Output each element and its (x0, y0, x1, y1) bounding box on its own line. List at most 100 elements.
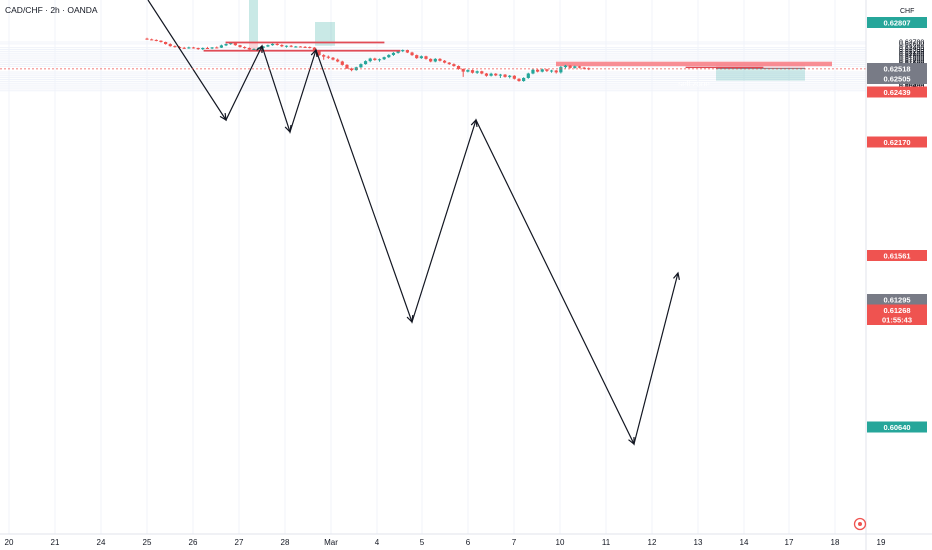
candle-body (456, 66, 461, 69)
highlight-column-green (249, 0, 258, 42)
highlight-column-green-2 (315, 22, 335, 46)
zigzag-arrowhead (310, 48, 318, 58)
candle-body (359, 64, 363, 68)
price-tag-label: 0.62170 (883, 138, 910, 147)
time-tick-label: 25 (143, 538, 152, 547)
price-tag: 0.62518 (867, 63, 927, 74)
chart-overlays-front (0, 0, 866, 446)
candle-body (205, 48, 210, 49)
candle-body (475, 71, 479, 73)
resistance-box-lower (203, 49, 401, 52)
candle-body (289, 45, 293, 47)
candle-body (429, 58, 433, 62)
candle-body (201, 48, 205, 50)
time-tick-label: 4 (375, 538, 380, 547)
price-tag-label: 0.62505 (883, 75, 910, 84)
candle-body (331, 57, 335, 60)
candle-body (484, 73, 489, 76)
zigzag-arrowhead (673, 271, 680, 280)
candle-body (415, 55, 419, 59)
zigzag-arrowhead (406, 314, 414, 324)
price-tick-label: 0.60500 (899, 81, 924, 88)
candle-body (182, 47, 186, 49)
time-tick-label: 26 (189, 538, 198, 547)
candle-body (540, 69, 544, 72)
settings-button[interactable] (853, 517, 867, 531)
price-tag-bg (867, 314, 927, 325)
candle-body (554, 70, 558, 73)
candle-body (275, 43, 279, 45)
candle-body (326, 56, 330, 58)
position-risk-zone (716, 63, 805, 69)
candle-body (247, 48, 251, 50)
candle-body (424, 56, 428, 59)
candle-body (350, 68, 354, 71)
candle-body (582, 67, 586, 69)
time-tick-label: 5 (420, 538, 425, 547)
price-tag-bg (867, 63, 927, 74)
price-tag-bg (867, 86, 927, 98)
candle-body (336, 59, 340, 62)
candle-body (243, 47, 247, 49)
candle-body (368, 58, 372, 62)
time-tick-label: 7 (512, 538, 517, 547)
sell-zone-label: sell zone (678, 80, 710, 89)
candle-body (173, 46, 177, 48)
price-tag-label: 0.61295 (883, 296, 910, 305)
candle-body (266, 45, 270, 47)
candle-body (447, 62, 451, 65)
candle-body (508, 75, 512, 77)
candle-body (145, 38, 149, 40)
time-tick-label: 14 (740, 538, 749, 547)
price-tag: 0.62505 (867, 73, 927, 84)
zigzag-arrowhead (628, 436, 635, 446)
sell-zone-rect (556, 61, 832, 67)
candle-body (308, 47, 312, 49)
zigzag-arrowhead (219, 112, 227, 122)
price-tick-label: 0.61800 (899, 56, 924, 63)
time-tick-label: 17 (785, 538, 794, 547)
zigzag-arrowhead (256, 44, 263, 54)
price-tick-label: 0.61700 (899, 58, 924, 65)
zigzag-arrowhead (284, 124, 292, 134)
price-tick-label: 0.62100 (899, 51, 924, 58)
candle-body (494, 73, 498, 76)
resistance-box-upper (225, 41, 385, 44)
time-tick-label: 11 (602, 538, 611, 547)
candle-body (280, 45, 284, 47)
candle-body (512, 75, 516, 79)
price-tick-label: 0.62000 (899, 53, 924, 60)
price-tag-bg (867, 136, 927, 148)
candle-body (466, 70, 470, 72)
price-tag: 01:55:43 (867, 314, 927, 325)
time-tick-label: 18 (831, 538, 840, 547)
candle-body (401, 50, 405, 52)
price-tag-bg (867, 250, 927, 261)
resistance-box-right (685, 66, 764, 69)
candle-body (536, 69, 540, 72)
candle-body (196, 48, 200, 50)
price-tag-bg (867, 294, 927, 305)
candle-body (215, 47, 219, 49)
symbol-title[interactable]: CAD/CHF · 2h · OANDA (5, 5, 98, 15)
time-tick-label: 10 (556, 538, 565, 547)
price-tag-bg (867, 73, 927, 84)
time-tick-label: 13 (694, 538, 703, 547)
candle-body (191, 47, 196, 49)
candle-body (187, 47, 191, 49)
price-tag-label: 0.62439 (883, 88, 910, 97)
time-tick-label: 28 (281, 538, 290, 547)
candle-body (224, 44, 228, 46)
candle-body (410, 52, 414, 56)
candle-body (154, 39, 158, 41)
candle-body (522, 78, 526, 81)
candle-body (549, 70, 554, 72)
settings-icon-center (858, 522, 862, 526)
candle-body (270, 43, 275, 46)
candle-body (489, 73, 493, 76)
zigzag-arrowhead (470, 118, 478, 128)
price-tag-label: 0.62518 (883, 65, 910, 74)
candle-body (498, 74, 502, 76)
candle-body (312, 47, 316, 51)
